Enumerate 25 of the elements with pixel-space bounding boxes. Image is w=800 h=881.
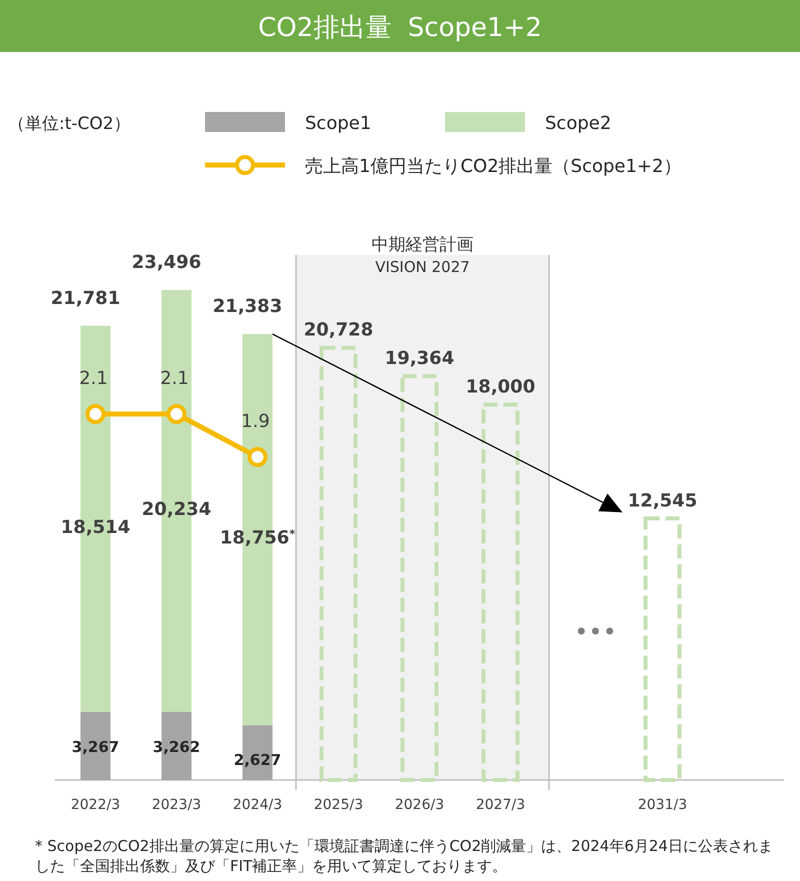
data-label: 20,234 bbox=[142, 498, 212, 520]
text: （単位:t-CO2） bbox=[8, 114, 131, 134]
x-tick-label: 2023/3 bbox=[152, 797, 202, 813]
data-label: 20,728 bbox=[304, 320, 374, 341]
data-label: 12,545 bbox=[628, 490, 698, 512]
x-tick-label: 2027/3 bbox=[476, 797, 526, 813]
data-label: 1.9 bbox=[241, 411, 270, 432]
legend-label: Scope1 bbox=[305, 113, 372, 134]
legend-label: 売上高1億円当たりCO2排出量（Scope1+2） bbox=[305, 156, 682, 177]
data-label: 19,364 bbox=[384, 348, 454, 370]
x-tick-label: 2022/3 bbox=[70, 797, 120, 813]
x-tick-label: 2031/3 bbox=[638, 797, 688, 813]
x-tick-label: 2026/3 bbox=[394, 797, 444, 813]
band-label: 中期経営計画 VISION 2027 bbox=[372, 235, 474, 276]
x-tick-label: 2024/3 bbox=[232, 797, 282, 813]
x-tick-label: 2025/3 bbox=[314, 797, 364, 813]
data-label: 18,514 bbox=[60, 516, 130, 538]
legend-label: Scope2 bbox=[545, 113, 612, 134]
annotation: ••• bbox=[574, 618, 617, 646]
data-label: 18,756$^{*}$ bbox=[220, 527, 296, 549]
text: * Scope2のCO2排出量の算定に用いた「環境証書調達に伴うCO2削減量」は、2024年6月24日に公表されました「全国排出係数」及び「FIT補正率」を用いて算定しております。 bbox=[35, 836, 774, 876]
data-label: 2.1 bbox=[160, 368, 189, 389]
data-label: 18,000 bbox=[466, 376, 536, 398]
chart-title: CO2排出量 Scope1+2 bbox=[258, 13, 542, 43]
data-label: 2.1 bbox=[79, 368, 108, 389]
